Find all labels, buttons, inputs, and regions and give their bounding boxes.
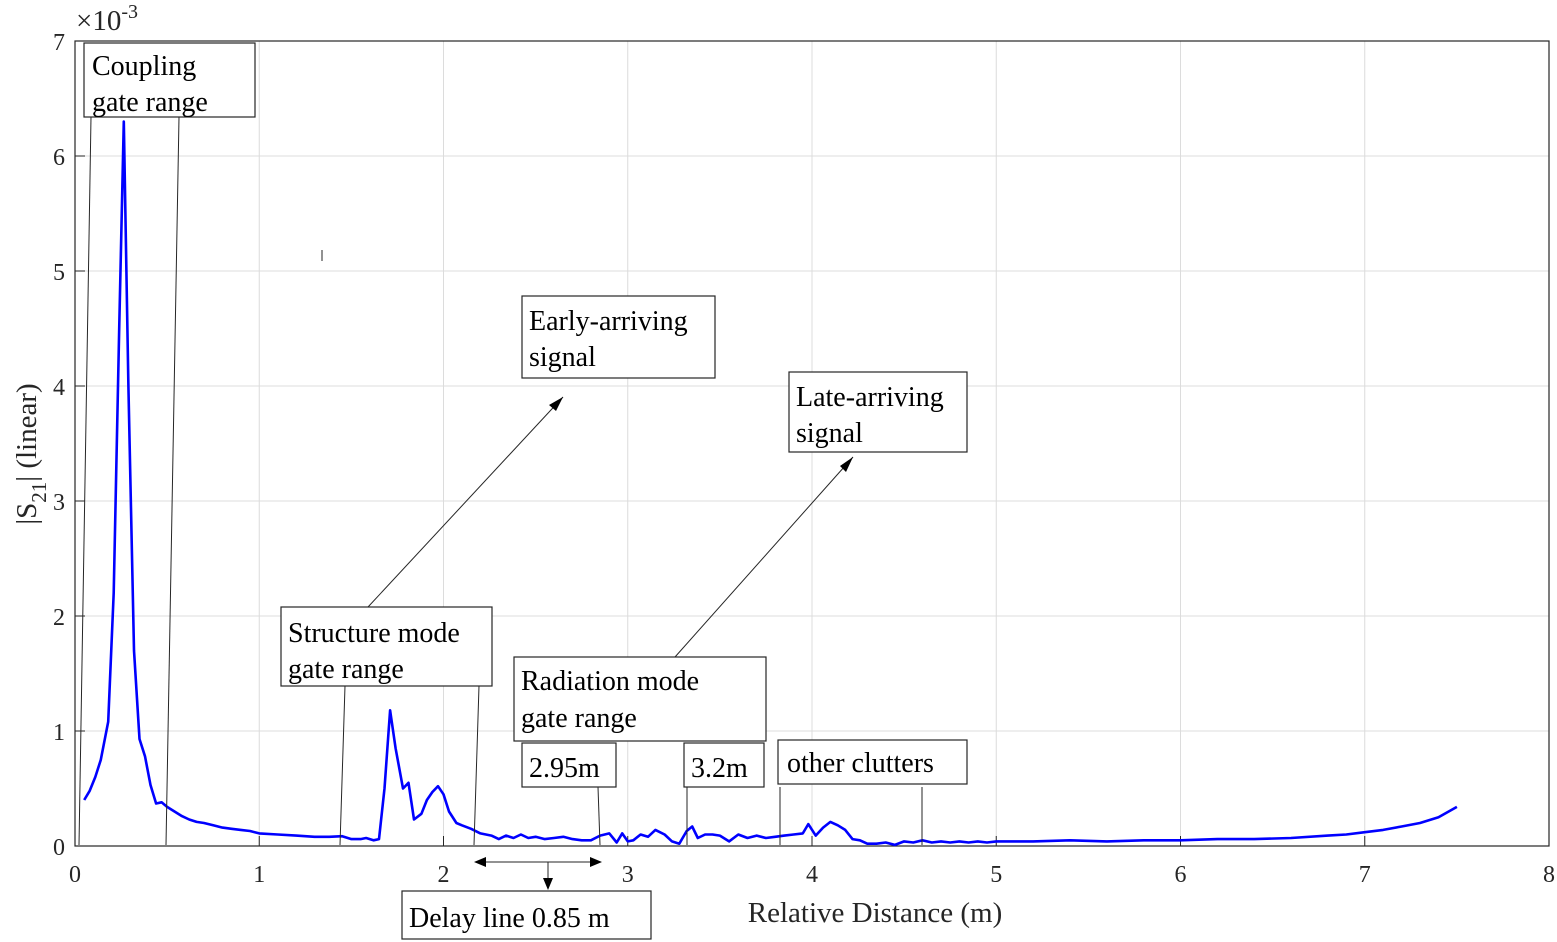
late-arrow-line: [674, 456, 854, 658]
x-tick-label: 1: [253, 862, 265, 888]
delay-arrowhead-right: [590, 857, 602, 867]
svg-text:gate range: gate range: [521, 703, 637, 734]
d295-leader: [597, 786, 601, 846]
svg-text:signal: signal: [529, 342, 596, 373]
annotation-leaders: [78, 116, 923, 888]
s21-series-line: [83, 120, 1458, 847]
axis-ticks: 0 1 2 3 4 5 6 7 8 0 1 2 3 4 5 6 7: [53, 30, 1555, 888]
annotation-3-2m: 3.2m: [683, 742, 765, 788]
annotation-2-95m: 2.95m: [521, 742, 617, 788]
y-tick-label: 4: [53, 375, 65, 401]
svg-text:Structure mode: Structure mode: [288, 618, 460, 649]
coupling-leader-right: [165, 116, 180, 846]
annotation-delay-line: Delay line 0.85 m: [401, 890, 652, 940]
early-arrowhead: [549, 397, 563, 411]
x-tick-label: 7: [1359, 862, 1371, 888]
y-tick-label: 5: [53, 260, 65, 286]
annotation-other-clutters: other clutters: [777, 739, 968, 785]
annotation-late-arriving: Late-arriving signal: [788, 371, 968, 453]
svg-text:Late-arriving: Late-arriving: [796, 382, 944, 413]
x-tick-label: 3: [622, 862, 634, 888]
svg-text:2.95m: 2.95m: [529, 753, 600, 784]
y-tick-label: 7: [53, 30, 65, 56]
structure-leader-right: [473, 685, 480, 846]
structure-leader-left: [339, 685, 346, 846]
svg-text:Radiation mode: Radiation mode: [521, 666, 699, 697]
svg-text:signal: signal: [796, 418, 863, 449]
annotation-radiation-mode: Radiation mode gate range: [513, 656, 767, 742]
svg-text:Early-arriving: Early-arriving: [529, 306, 688, 337]
delay-arrowhead-left: [474, 857, 486, 867]
late-arrowhead: [840, 457, 853, 472]
svg-text:Coupling: Coupling: [92, 51, 196, 82]
y-axis-label: |S21| (linear): [11, 383, 51, 524]
arrowheads: [474, 397, 853, 890]
y-tick-label: 0: [53, 835, 65, 861]
x-tick-label: 0: [69, 862, 81, 888]
x-tick-label: 5: [990, 862, 1002, 888]
x-axis-label: Relative Distance (m): [748, 897, 1002, 929]
x-tick-label: 8: [1543, 862, 1555, 888]
svg-text:gate range: gate range: [92, 87, 208, 118]
y-exponent-label: ×10-3: [76, 1, 138, 37]
svg-text:other clutters: other clutters: [787, 748, 934, 779]
annotation-structure-mode: Structure mode gate range: [280, 606, 493, 687]
x-tick-label: 6: [1175, 862, 1187, 888]
x-tick-label: 4: [806, 862, 818, 888]
y-tick-label: 6: [53, 145, 65, 171]
annotation-coupling: Coupling gate range: [83, 42, 256, 118]
coupling-leader-left: [78, 116, 92, 846]
svg-text:gate range: gate range: [288, 654, 404, 685]
y-tick-label: 2: [53, 605, 65, 631]
svg-text:Delay line 0.85 m: Delay line 0.85 m: [409, 903, 610, 934]
early-arrow-line: [367, 396, 564, 608]
x-tick-label: 2: [438, 862, 450, 888]
y-tick-label: 1: [53, 720, 65, 746]
annotation-early-arriving: Early-arriving signal: [521, 295, 716, 379]
svg-text:3.2m: 3.2m: [691, 753, 748, 784]
y-tick-label: 3: [53, 490, 65, 516]
delay-arrowhead-down: [543, 878, 553, 890]
